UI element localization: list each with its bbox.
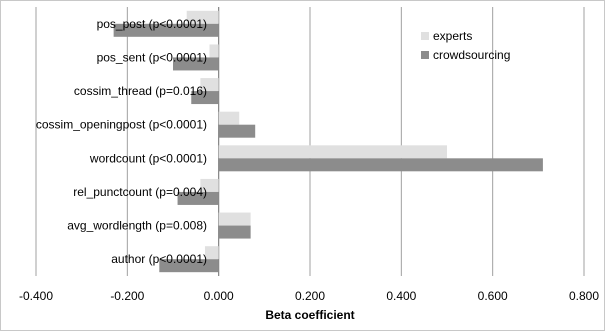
legend-swatch <box>421 32 429 40</box>
x-tick-label: 0.800 <box>569 289 599 303</box>
category-label: pos_sent (p<0.0001) <box>97 50 207 64</box>
bar-crowdsourcing <box>177 191 219 205</box>
bars <box>113 10 543 273</box>
x-tick-labels: -0.400 -0.200 0.000 0.200 0.400 0.600 0.800 <box>19 289 599 303</box>
category-label: cossim_thread (p=0.016) <box>74 84 207 98</box>
category-label: wordcount (p<0.0001) <box>89 151 207 165</box>
x-tick-label: 0.400 <box>386 289 416 303</box>
category-label: rel_punctcount (p=0.004) <box>73 185 207 199</box>
category-label: author (p<0.0001) <box>111 252 207 266</box>
bar-experts <box>218 111 240 125</box>
bar-experts <box>186 10 219 24</box>
x-tick-label: 0.200 <box>295 289 325 303</box>
bar-crowdsourcing <box>218 124 256 138</box>
bar-experts <box>204 246 219 260</box>
bar-experts <box>218 212 251 226</box>
x-tick-label: -0.200 <box>110 289 144 303</box>
x-tick-label: 0.000 <box>204 289 234 303</box>
bar-experts <box>200 178 219 192</box>
legend-label: experts <box>433 29 472 43</box>
x-axis-title: Beta coefficient <box>265 308 354 322</box>
legend-label: crowdsourcing <box>433 48 510 62</box>
bar-experts <box>209 44 219 58</box>
legend: experts crowdsourcing <box>421 29 510 62</box>
legend-swatch <box>421 51 429 59</box>
category-label: pos_post (p<0.0001) <box>97 17 207 31</box>
bar-crowdsourcing <box>159 259 219 273</box>
x-tick-label: 0.600 <box>478 289 508 303</box>
bar-crowdsourcing <box>218 225 251 239</box>
bar-crowdsourcing <box>191 91 219 105</box>
bar-experts <box>200 78 219 92</box>
bar-crowdsourcing <box>218 158 543 172</box>
category-label: avg_wordlength (p=0.008) <box>67 219 207 233</box>
bar-crowdsourcing <box>173 57 219 71</box>
x-tick-label: -0.400 <box>19 289 53 303</box>
bar-crowdsourcing <box>113 23 219 37</box>
category-labels: pos_post (p<0.0001) pos_sent (p<0.0001) co… <box>36 17 207 266</box>
bar-experts <box>218 145 447 159</box>
category-label: cossim_openingpost (p<0.0001) <box>36 118 207 132</box>
